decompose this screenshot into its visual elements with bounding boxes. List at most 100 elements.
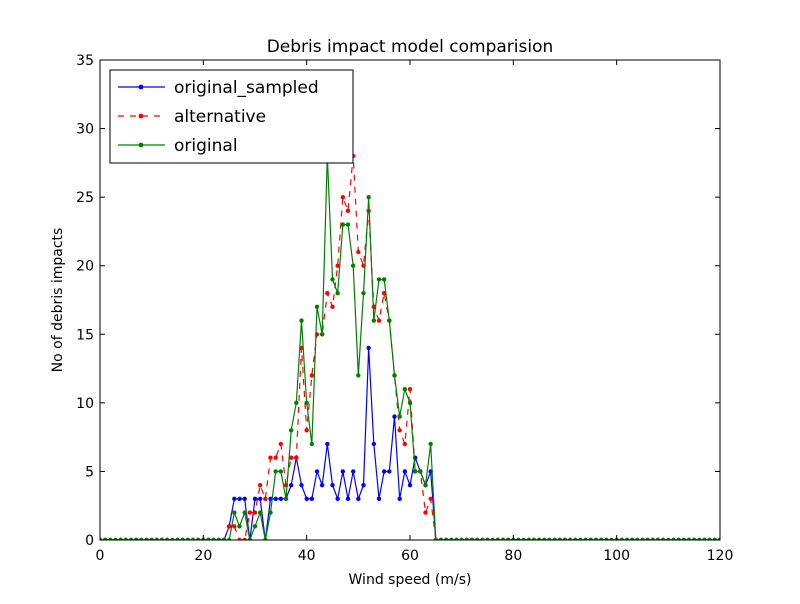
data-point-original-sampled (288, 482, 294, 488)
legend-box (109, 69, 354, 164)
data-point-original (211, 537, 216, 540)
data-point-alternative (325, 290, 330, 296)
data-point-original (650, 537, 656, 540)
data-point-original (567, 537, 573, 540)
data-point-original (557, 537, 563, 540)
data-point-original (536, 537, 542, 540)
data-point-original-sampled (304, 496, 309, 502)
legend-marker-alternative (138, 113, 144, 119)
data-point-original (490, 537, 495, 540)
data-point-original (252, 524, 258, 529)
data-point-original (108, 537, 113, 540)
data-point-original-sampled (407, 482, 413, 488)
data-point-original (387, 318, 392, 323)
data-point-original (702, 537, 707, 540)
data-point-alternative (402, 441, 408, 447)
data-point-original (299, 318, 304, 323)
data-point-original (707, 537, 712, 540)
data-point-original (516, 537, 521, 540)
data-point-original (216, 537, 222, 540)
data-point-original-sampled (325, 441, 330, 447)
chart-title: Debris impact model comparision (267, 37, 554, 57)
data-point-original-sampled (314, 469, 320, 474)
data-point-alternative (257, 482, 263, 488)
y-axis-label: No of debris impacts (50, 228, 66, 373)
data-point-original (660, 537, 666, 540)
data-point-original (542, 537, 547, 540)
data-point-original (118, 537, 123, 540)
data-point-original-sampled (319, 482, 325, 488)
data-point-original-sampled (376, 496, 382, 502)
data-point-original (340, 222, 346, 227)
data-point-original (319, 332, 325, 337)
data-point-original (170, 537, 175, 540)
data-point-original (438, 537, 444, 540)
data-point-original (691, 537, 697, 540)
data-point-alternative (304, 428, 309, 433)
data-point-original-sampled (402, 469, 408, 474)
x-tick-label: 20 (194, 548, 212, 564)
data-point-original (578, 537, 583, 540)
data-point-original (366, 194, 371, 200)
data-point-original (149, 537, 154, 540)
data-point-original (407, 400, 413, 406)
data-point-original (221, 537, 227, 540)
data-point-original-sampled (392, 414, 397, 419)
data-point-original (100, 537, 103, 540)
y-tick-label: 15 (76, 327, 94, 343)
data-point-original (686, 537, 692, 540)
data-point-original (480, 537, 485, 540)
data-point-original (474, 537, 480, 540)
data-point-original (195, 537, 201, 540)
data-point-original-sampled (278, 496, 284, 502)
data-point-original (681, 537, 687, 540)
data-point-original (449, 537, 454, 540)
data-point-original-sampled (330, 482, 335, 488)
data-point-original (495, 537, 501, 540)
data-point-original (309, 441, 315, 447)
data-point-alternative (273, 455, 278, 460)
data-point-alternative (237, 537, 242, 540)
data-point-original (237, 524, 242, 529)
y-tick-label: 30 (76, 122, 94, 138)
data-point-alternative (294, 455, 299, 460)
y-tick-label: 35 (76, 53, 94, 69)
data-point-alternative (242, 537, 247, 540)
data-point-original-sampled (252, 496, 258, 502)
data-point-original (521, 537, 526, 540)
data-point-alternative (232, 524, 237, 529)
data-point-original (273, 469, 278, 474)
legend-label-original-sampled: original_sampled (174, 78, 319, 98)
data-point-alternative (407, 386, 413, 392)
data-point-original (454, 537, 459, 540)
data-point-original-sampled (397, 496, 402, 502)
data-point-original (500, 537, 506, 540)
data-point-original (175, 537, 180, 540)
data-point-original (531, 537, 537, 540)
data-point-original (428, 441, 433, 447)
data-point-original (154, 537, 160, 540)
plot-area (100, 153, 720, 540)
data-point-alternative (356, 249, 361, 255)
data-point-original (418, 469, 423, 474)
data-point-alternative (278, 441, 284, 447)
data-point-original (102, 537, 108, 540)
data-point-original (666, 537, 671, 540)
data-point-original (185, 537, 191, 540)
data-point-original-sampled (237, 496, 242, 502)
data-point-original (598, 537, 604, 540)
data-point-original (655, 537, 661, 540)
data-point-original (624, 537, 630, 540)
data-point-original (159, 537, 165, 540)
data-point-original (128, 537, 134, 540)
data-point-original (402, 386, 408, 392)
legend-entry-original-sampled: original_sampled (118, 78, 319, 98)
data-point-original (412, 469, 418, 474)
data-point-original (640, 537, 645, 540)
data-point-original (242, 510, 247, 515)
data-point-original (433, 537, 439, 540)
data-point-original (206, 537, 211, 540)
data-point-alternative (428, 496, 433, 502)
